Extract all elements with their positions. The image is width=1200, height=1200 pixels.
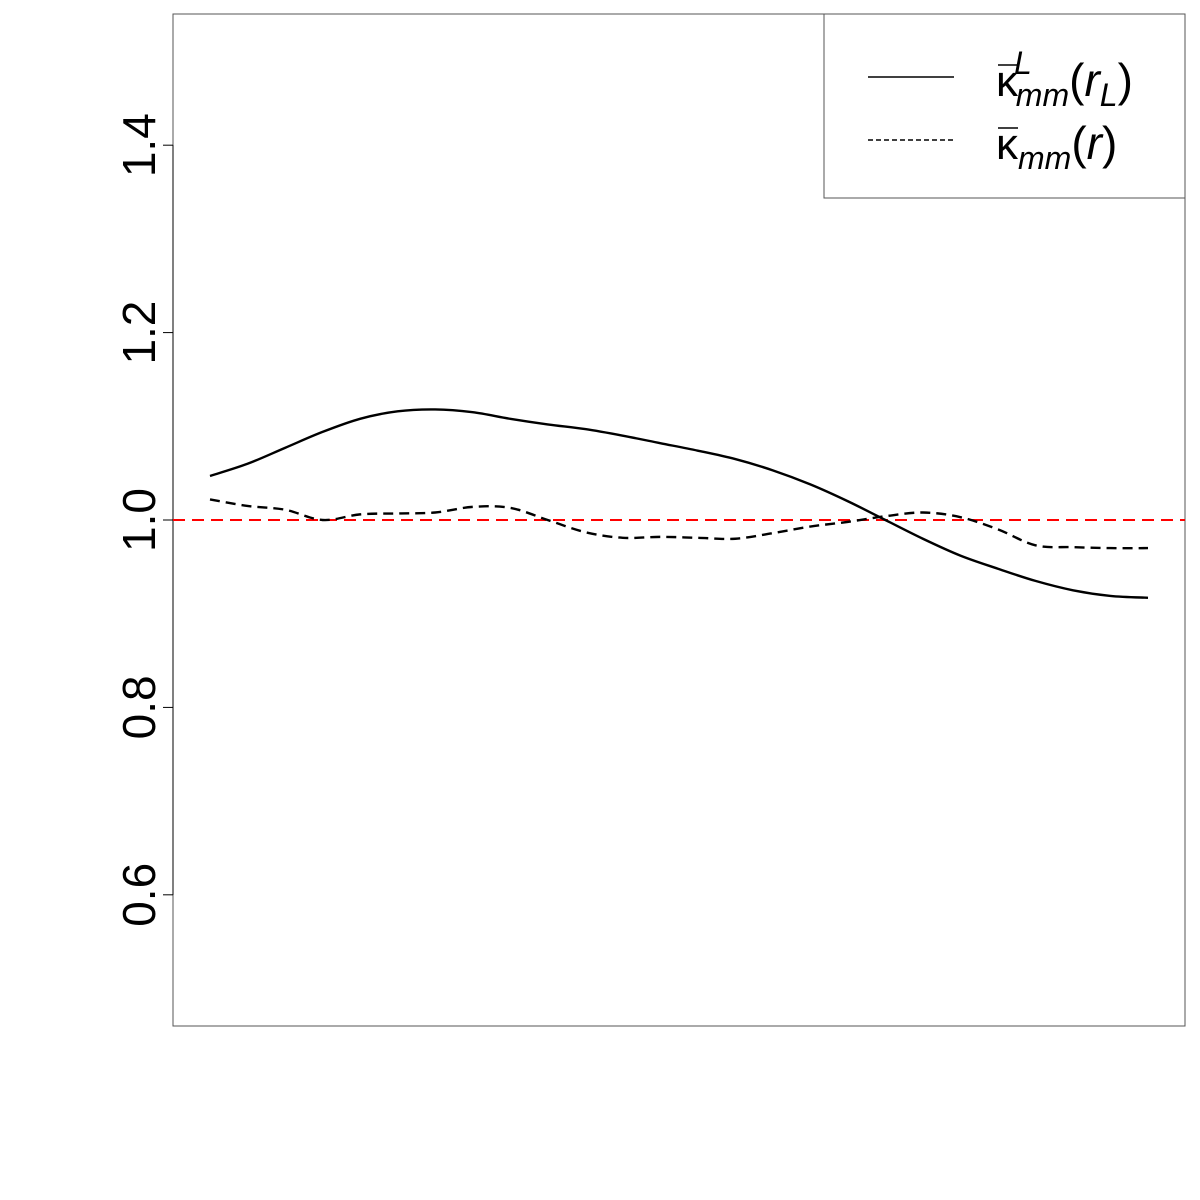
y-tick-label: 1.4 (113, 113, 165, 177)
y-tick-label: 0.6 (113, 863, 165, 927)
legend-box (823, 13, 1186, 199)
legend-label-1: κL mm(rL) (996, 45, 1133, 113)
y-tick-label: 1.0 (113, 488, 165, 552)
y-tick-label: 0.8 (113, 675, 165, 739)
y-axis: 0.6 0.8 1.0 1.2 1.4 (113, 113, 174, 927)
series-line-1 (209, 408, 1149, 599)
series-layer (209, 408, 1149, 599)
y-tick-label: 1.2 (113, 301, 165, 365)
legend: κL mm(rL)κmm(r) (823, 13, 1186, 199)
legend-label-2: κmm(r) (996, 117, 1117, 176)
